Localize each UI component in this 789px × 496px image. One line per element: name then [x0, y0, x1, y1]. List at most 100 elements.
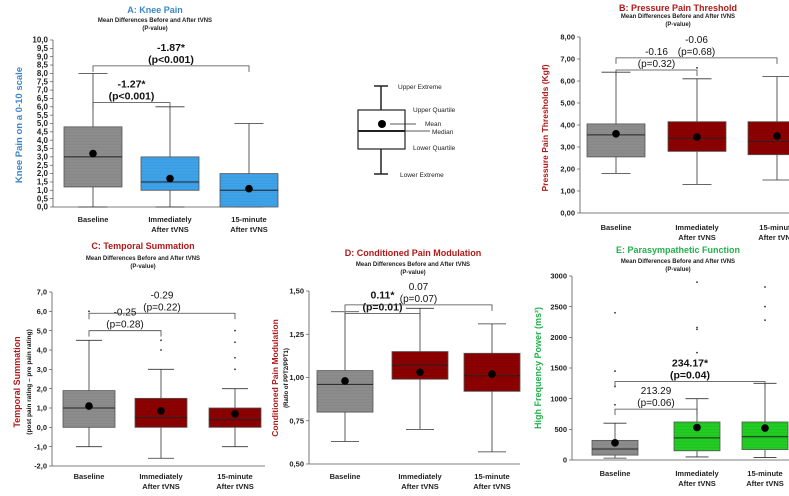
y-tick-label: 6,5: [37, 94, 49, 103]
bracket-line: [614, 381, 766, 388]
box-2: [208, 329, 262, 448]
y-tick-label: 5,00: [560, 99, 575, 108]
legend-box: [357, 109, 406, 150]
box-2: [463, 323, 521, 453]
bracket-line: [92, 65, 250, 72]
panel-cpm: D: Conditioned Pain Modulation Mean Diffe…: [270, 248, 521, 491]
y-tick-label: 3,0: [37, 153, 49, 162]
box-1: [140, 106, 200, 208]
x-category-label: Baseline: [74, 472, 105, 481]
x-category-label: 15-minute: [759, 223, 789, 232]
bracket-estimate: -1.27*: [117, 79, 146, 91]
y-tick-label: 8,0: [37, 69, 49, 78]
panel-ts: C: Temporal Summation Mean Differences Be…: [12, 241, 265, 491]
y-tick-label: 2500: [550, 302, 567, 311]
mean-marker: [416, 368, 424, 377]
y-tick-label: 2,0: [37, 169, 49, 178]
x-category-label: 15-minute: [474, 472, 509, 481]
mean-marker: [612, 130, 620, 138]
y-tick-label: 9,5: [37, 44, 49, 53]
box-2: [747, 76, 789, 181]
y-tick-label: 4,00: [560, 121, 575, 130]
comparison-bracket-1: -1.87*(p<0.001): [92, 42, 250, 72]
y-tick-label: 8,00: [560, 33, 575, 42]
box-0: [586, 71, 646, 174]
outlier-point: [696, 328, 698, 331]
outlier-point: [764, 319, 766, 322]
mean-marker: [773, 132, 781, 140]
y-tick-label: 1,25: [289, 330, 304, 339]
comparison-bracket-0: -0.16(p=0.32): [615, 47, 698, 76]
chart-subtitle-pvalue: (P-value): [665, 22, 690, 28]
x-category-label: 15-minute: [747, 469, 782, 478]
box-1: [667, 66, 727, 185]
x-category-label: Immediately: [675, 469, 719, 478]
y-tick-label: 1,5: [37, 178, 49, 187]
y-tick-label: 5,0: [37, 119, 49, 128]
comparison-bracket-0: -1.27*(p<0.001): [92, 79, 171, 109]
y-tick-label: 0,5: [37, 194, 49, 203]
y-tick-label: 0,00: [560, 209, 575, 218]
y-tick-label: 2000: [550, 333, 567, 342]
chart-title-ts: C: Temporal Summation: [91, 241, 194, 251]
y-axis-label: Temporal Summation: [12, 336, 22, 427]
x-category-label: Baseline: [600, 469, 631, 478]
outlier-point: [160, 339, 162, 342]
bracket-line: [614, 408, 698, 416]
y-tick-label: 1,00: [560, 187, 575, 196]
x-category-label: After tVNS: [678, 479, 716, 488]
x-category-label: After tVNS: [151, 225, 189, 234]
x-category-label: After tVNS: [473, 482, 511, 491]
mean-marker: [341, 377, 349, 385]
x-category-label: Immediately: [139, 472, 183, 481]
bracket-estimate: 213.29: [641, 386, 672, 397]
x-category-label: 15-minute: [231, 215, 266, 224]
mean-marker: [693, 423, 701, 432]
y-tick-label: 1,0: [37, 404, 47, 413]
bracket-estimate: 234.17*: [672, 357, 709, 369]
y-tick-label: 0,75: [289, 416, 304, 425]
chart-subtitle-pvalue: (P-value): [400, 270, 425, 276]
mean-marker: [761, 424, 769, 432]
bracket-pvalue: (p=0.06): [637, 398, 675, 409]
box-texture: [317, 370, 373, 413]
y-tick-label: 5,5: [37, 111, 49, 120]
legend-lower-extreme: Lower Extreme: [400, 172, 444, 179]
y-tick-label: 0,0: [37, 423, 47, 432]
x-category-label: Immediately: [148, 215, 192, 224]
x-category-label: After tVNS: [678, 233, 716, 242]
y-tick-label: 0,50: [289, 460, 304, 469]
box-0: [62, 310, 116, 448]
mean-marker: [611, 439, 619, 447]
boxplot-legend: Upper Extreme Upper Quartile Mean Median…: [357, 84, 456, 179]
bracket-line: [344, 313, 421, 320]
chart-panels: A: Knee Pain Mean Differences Before and …: [12, 3, 789, 491]
outlier-point: [88, 310, 90, 313]
y-axis-label: High Frequency Power (ms²): [533, 307, 543, 429]
y-tick-label: 3,5: [37, 144, 49, 153]
bracket-line: [92, 102, 171, 109]
legend-upper-extreme: Upper Extreme: [398, 84, 442, 91]
box-2: [741, 286, 789, 458]
outlier-point: [234, 368, 236, 371]
chart-subtitle: Mean Differences Before and After tVNS: [356, 262, 470, 268]
outlier-point: [696, 326, 698, 329]
legend-lower-quartile: Lower Quartile: [413, 145, 456, 152]
y-tick-label: 3000: [550, 272, 567, 281]
bracket-line: [88, 312, 236, 320]
mean-marker: [488, 370, 496, 378]
x-category-label: Immediately: [398, 472, 442, 481]
bracket-line: [344, 304, 493, 311]
x-category-label: Immediately: [675, 223, 719, 232]
x-category-label: After tVNS: [142, 482, 180, 491]
y-tick-label: 7,0: [37, 288, 47, 297]
x-category-label: Baseline: [78, 215, 109, 224]
box-1: [134, 339, 188, 459]
chart-subtitle: Mean Differences Before and After tVNS: [98, 18, 212, 24]
mean-marker: [85, 402, 93, 410]
y-tick-label: 7,5: [37, 77, 49, 86]
chart-title-ppt: B: Pressure Pain Threshold: [619, 3, 737, 13]
y-tick-label: 2,00: [560, 165, 575, 174]
